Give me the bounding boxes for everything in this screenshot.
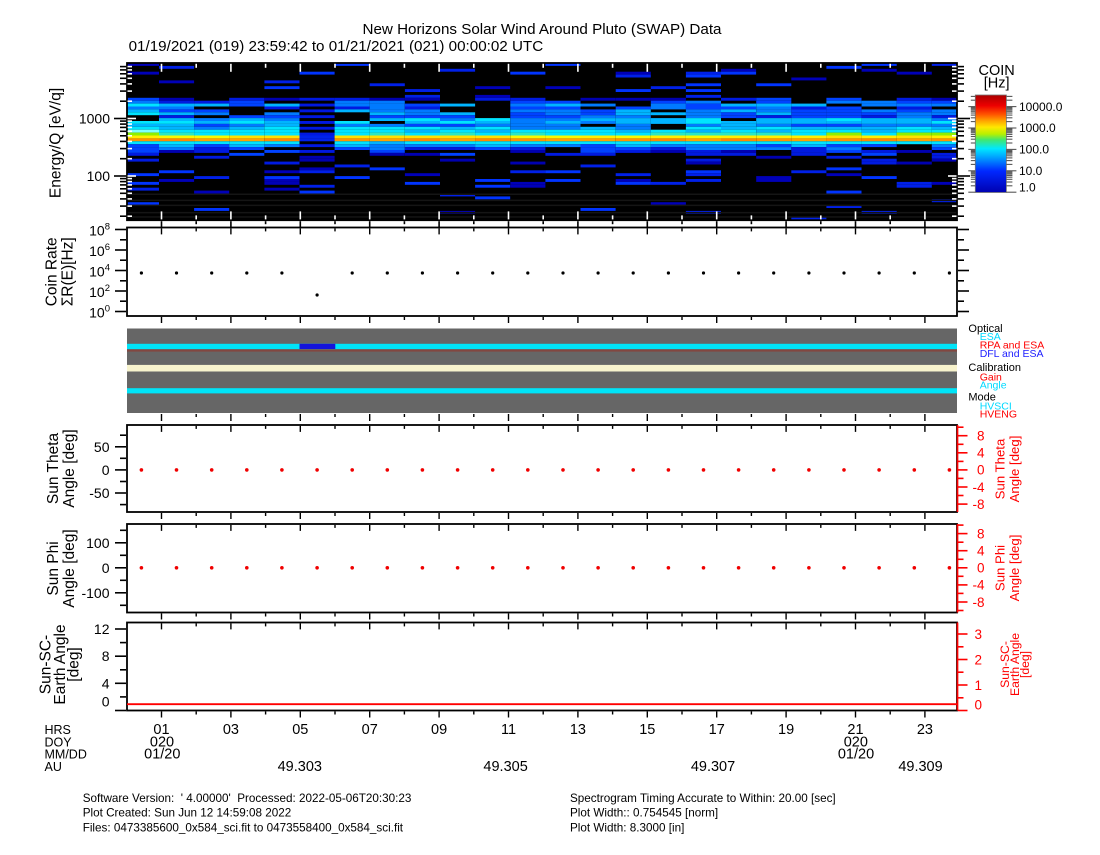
svg-text:Plot Width:: 0.754545 [norm]: Plot Width:: 0.754545 [norm] [570,807,718,820]
svg-text:0: 0 [102,560,110,576]
svg-text:-50: -50 [89,485,109,501]
svg-text:1.0: 1.0 [1019,181,1036,195]
svg-text:Angle: Angle [980,380,1007,392]
svg-text:Angle [deg]: Angle [deg] [61,529,78,607]
svg-text:Sun Theta: Sun Theta [45,433,62,505]
svg-text:Sun Theta: Sun Theta [993,438,1008,499]
svg-text:0: 0 [974,698,982,713]
svg-text:Calibration: Calibration [968,362,1021,374]
svg-text:New Horizons Solar Wind Around: New Horizons Solar Wind Around Pluto (SW… [362,21,722,38]
svg-text:Angle [deg]: Angle [deg] [61,429,78,507]
svg-text:-4: -4 [972,480,984,495]
svg-text:100: 100 [86,535,110,551]
svg-text:03: 03 [223,722,239,738]
svg-text:50: 50 [94,439,110,455]
svg-text:1000: 1000 [79,111,110,127]
svg-text:DFL and ESA: DFL and ESA [980,348,1044,360]
svg-text:RPA and ESA: RPA and ESA [980,340,1045,352]
svg-text:Optical: Optical [968,323,1002,335]
svg-text:Earth Angle: Earth Angle [1008,633,1022,696]
svg-text:17: 17 [709,722,725,738]
svg-text:0: 0 [102,694,110,710]
svg-text:Software Version: ' 4.00000': Software Version: ' 4.00000' Processed: … [83,792,412,805]
svg-text:100.0: 100.0 [1019,143,1049,157]
svg-text:0: 0 [977,463,985,478]
svg-text:Plot Created: Sun Jun 12 14:59: Plot Created: Sun Jun 12 14:59:08 2022 [83,807,292,820]
svg-text:07: 07 [362,722,378,738]
svg-text:2: 2 [974,652,982,667]
svg-text:01/20: 01/20 [838,747,874,763]
svg-text:Angle [deg]: Angle [deg] [1007,535,1022,602]
svg-text:ΣR(E)[Hz]: ΣR(E)[Hz] [60,237,77,306]
svg-text:Sun Phi: Sun Phi [993,545,1008,591]
svg-text:Energy/Q [eV/q]: Energy/Q [eV/q] [48,88,65,198]
svg-text:1000.0: 1000.0 [1019,121,1056,135]
svg-text:13: 13 [570,722,586,738]
svg-text:10000.0: 10000.0 [1019,100,1063,114]
svg-text:05: 05 [292,722,308,738]
svg-text:-100: -100 [81,585,109,601]
svg-text:Coin Rate: Coin Rate [44,237,61,306]
svg-text:15: 15 [639,722,655,738]
svg-text:49.305: 49.305 [483,759,527,775]
svg-text:8: 8 [977,526,985,541]
svg-text:Files: 0473385600_0x584_sci.fi: Files: 0473385600_0x584_sci.fit to 04735… [83,821,404,834]
svg-text:[deg]: [deg] [1018,651,1032,678]
svg-text:Angle [deg]: Angle [deg] [1007,436,1022,503]
svg-text:020: 020 [150,734,174,750]
svg-text:Sun-SC-: Sun-SC- [38,635,55,694]
svg-text:Mode: Mode [968,391,996,403]
svg-text:01: 01 [153,722,169,738]
svg-text:4: 4 [977,544,985,559]
svg-text:Sun Phi: Sun Phi [45,541,62,595]
svg-text:[deg]: [deg] [65,647,82,681]
svg-text:23: 23 [917,722,933,738]
svg-text:Plot Width: 8.3000 [in]: Plot Width: 8.3000 [in] [570,821,684,834]
svg-text:AU: AU [45,760,62,774]
svg-text:8: 8 [977,429,985,444]
svg-text:100: 100 [87,168,111,184]
svg-text:49.307: 49.307 [691,759,735,775]
svg-text:19: 19 [778,722,794,738]
svg-text:09: 09 [431,722,447,738]
svg-text:Spectrogram Timing Accurate to: Spectrogram Timing Accurate to Within: 2… [570,792,836,805]
svg-text:0: 0 [977,561,985,576]
svg-text:COIN: COIN [978,63,1014,79]
svg-text:0: 0 [102,462,110,478]
svg-text:49.303: 49.303 [278,759,322,775]
svg-text:HVSCI: HVSCI [980,400,1012,412]
svg-text:4: 4 [102,675,110,691]
svg-text:1: 1 [974,678,982,693]
svg-text:49.309: 49.309 [898,759,942,775]
svg-text:-8: -8 [972,497,984,512]
svg-text:21: 21 [847,722,863,738]
svg-text:Sun-SC-: Sun-SC- [998,641,1012,688]
svg-text:ESA: ESA [980,331,1001,343]
svg-text:01/20: 01/20 [144,747,180,763]
svg-text:01/19/2021 (019) 23:59:42 to 0: 01/19/2021 (019) 23:59:42 to 01/21/2021 … [129,38,544,55]
svg-text:Gain: Gain [980,371,1002,383]
svg-text:[Hz]: [Hz] [984,76,1010,92]
svg-text:HVENG: HVENG [980,409,1017,421]
svg-text:020: 020 [844,734,868,750]
svg-text:MM/DD: MM/DD [45,748,87,762]
svg-text:12: 12 [94,621,110,637]
svg-text:-8: -8 [972,595,984,610]
svg-text:11: 11 [501,722,516,738]
svg-text:HRS: HRS [45,723,71,737]
svg-text:10.0: 10.0 [1019,164,1043,178]
svg-text:3: 3 [974,627,982,642]
svg-text:DOY: DOY [45,735,73,749]
svg-text:Earth Angle: Earth Angle [52,624,69,704]
svg-text:8: 8 [102,648,110,664]
svg-text:-4: -4 [972,578,984,593]
svg-text:4: 4 [977,446,985,461]
